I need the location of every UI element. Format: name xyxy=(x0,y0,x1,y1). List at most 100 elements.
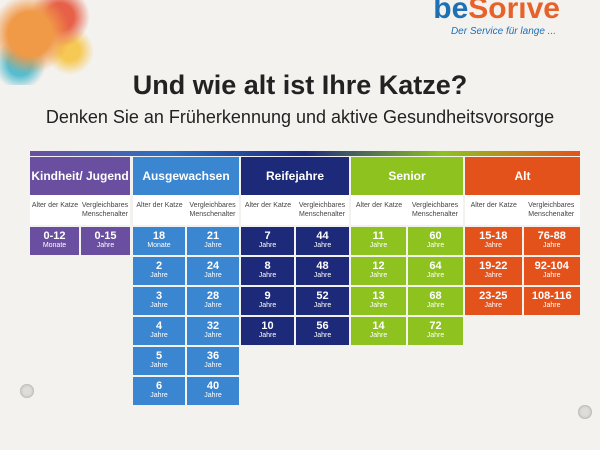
age-value: 19-22 xyxy=(479,260,508,272)
age-unit: Jahre xyxy=(426,242,445,249)
human-age-cell: 108-116 Jahre xyxy=(523,287,580,315)
column-label-cat: Alter der Katze xyxy=(470,202,517,209)
age-value: 28 xyxy=(206,290,220,302)
age-value: 23-25 xyxy=(479,290,508,302)
age-unit: Jahre xyxy=(369,332,388,339)
age-value: 2 xyxy=(155,260,163,272)
age-unit: Jahre xyxy=(150,332,168,339)
age-unit: Jahre xyxy=(426,302,445,309)
human-age-cell: 44 Jahre xyxy=(296,227,349,255)
age-value: 52 xyxy=(316,290,329,302)
human-age-cell: 40 Jahre xyxy=(187,377,239,405)
age-value: 68 xyxy=(429,290,442,302)
age-unit: Jahre xyxy=(204,332,222,339)
column-labels: Alter der Katze Vergleichbares Menschenal… xyxy=(133,195,239,225)
age-unit: Jahre xyxy=(150,392,168,399)
age-value: 21 xyxy=(206,230,220,242)
age-value: 40 xyxy=(206,380,220,392)
column-label-cat: Alter der Katze xyxy=(31,202,79,209)
age-unit: Jahre xyxy=(150,302,168,309)
age-unit: Jahre xyxy=(204,302,222,309)
page-subtitle: Denken Sie an Früherkennung und aktive G… xyxy=(45,107,555,127)
cat-age-cell: 3 Jahre xyxy=(133,287,185,315)
cat-age-cell: 6 Jahre xyxy=(133,377,185,405)
human-age-cell: 92-104 Jahre xyxy=(523,257,580,285)
human-age-cell: 52 Jahre xyxy=(296,287,349,315)
human-age-cell: 72 Jahre xyxy=(408,317,463,345)
human-age-cell: 21 Jahre xyxy=(187,227,239,255)
group-kindheit: Kindheit/ Jugend Alter der Katze Vergleich… xyxy=(30,157,130,255)
age-unit: Jahre xyxy=(542,272,561,279)
column-label-human: Vergleichbares Menschenalter xyxy=(528,202,575,218)
human-age-cell: 28 Jahre xyxy=(187,287,239,315)
column-label-cat: Alter der Katze xyxy=(355,202,403,209)
age-value: 0-12 xyxy=(43,230,66,242)
age-unit: Jahre xyxy=(258,242,277,249)
cat-age-cell: 23-25 Jahre xyxy=(465,287,522,315)
column-labels: Alter der Katze Vergleichbares Menschenal… xyxy=(30,195,130,225)
color-bar xyxy=(30,151,580,156)
age-value: 32 xyxy=(206,320,220,332)
age-unit: Jahre xyxy=(369,242,388,249)
age-value: 14 xyxy=(372,320,385,332)
paint-splash-decoration xyxy=(0,0,100,85)
age-grid: 15-18 Jahre 76-88 Jahre 19-22 Jahre 92-104 Jahr… xyxy=(465,227,580,315)
group-header: Senior xyxy=(351,157,463,195)
age-unit: Jahre xyxy=(313,302,332,309)
age-value: 3 xyxy=(155,290,163,302)
cat-age-cell: 0-12 Monate xyxy=(30,227,79,255)
age-unit: Jahre xyxy=(313,242,332,249)
age-value: 9 xyxy=(264,290,271,302)
cat-age-cell: 19-22 Jahre xyxy=(465,257,522,285)
cat-age-cell: 12 Jahre xyxy=(351,257,406,285)
age-value: 13 xyxy=(372,290,385,302)
column-label-cat: Alter der Katze xyxy=(244,202,292,209)
pin xyxy=(578,405,592,419)
human-age-cell: 60 Jahre xyxy=(408,227,463,255)
page-title: Und wie alt ist Ihre Katze? xyxy=(132,70,468,100)
group-reifejahre: Reifejahre Alter der Katze Vergleichbares … xyxy=(241,157,349,345)
age-unit: Jahre xyxy=(258,272,277,279)
cat-age-cell: 2 Jahre xyxy=(133,257,185,285)
age-unit: Jahre xyxy=(484,302,502,309)
age-grid: 7 Jahre 44 Jahre 8 Jahre 48 Jahre 9 Jahre 52 Jahre 1… xyxy=(241,227,349,345)
age-unit: Jahre xyxy=(369,272,388,279)
group-header: Ausgewachsen xyxy=(133,157,239,195)
age-unit: Jahre xyxy=(484,242,502,249)
age-grid: 18 Monate 21 Jahre 2 Jahre 24 Jahre 3 Jahre 28 Jahr… xyxy=(133,227,239,405)
human-age-cell: 48 Jahre xyxy=(296,257,349,285)
human-age-cell: 32 Jahre xyxy=(187,317,239,345)
cat-age-cell: 9 Jahre xyxy=(241,287,294,315)
cat-age-cell: 10 Jahre xyxy=(241,317,294,345)
age-value: 12 xyxy=(372,260,385,272)
cat-age-cell: 5 Jahre xyxy=(133,347,185,375)
age-unit: Jahre xyxy=(150,362,168,369)
group-header: Kindheit/ Jugend xyxy=(30,157,130,195)
age-unit: Jahre xyxy=(369,302,388,309)
age-unit: Monate xyxy=(147,242,171,249)
age-unit: Jahre xyxy=(204,272,222,279)
column-label-human: Vergleichbares Menschenalter xyxy=(81,202,129,218)
human-age-cell: 24 Jahre xyxy=(187,257,239,285)
age-unit: Jahre xyxy=(313,272,332,279)
age-unit: Jahre xyxy=(313,332,332,339)
age-value: 60 xyxy=(429,230,442,242)
brand-tagline: Der Service für lange ... xyxy=(450,26,556,37)
brand-logo: beSorive xyxy=(433,0,560,25)
age-unit: Jahre xyxy=(426,272,445,279)
human-age-cell: 68 Jahre xyxy=(408,287,463,315)
age-value: 36 xyxy=(206,350,220,362)
age-unit: Jahre xyxy=(542,242,561,249)
human-age-cell: 64 Jahre xyxy=(408,257,463,285)
age-unit: Monate xyxy=(42,242,67,249)
age-value: 92-104 xyxy=(534,260,569,272)
age-unit: Jahre xyxy=(542,302,561,309)
column-label-cat: Alter der Katze xyxy=(136,202,183,209)
age-unit: Jahre xyxy=(204,392,222,399)
human-age-cell: 76-88 Jahre xyxy=(523,227,580,255)
age-value: 5 xyxy=(155,350,163,362)
cat-age-cell: 7 Jahre xyxy=(241,227,294,255)
age-unit: Jahre xyxy=(150,272,168,279)
age-value: 56 xyxy=(316,320,329,332)
